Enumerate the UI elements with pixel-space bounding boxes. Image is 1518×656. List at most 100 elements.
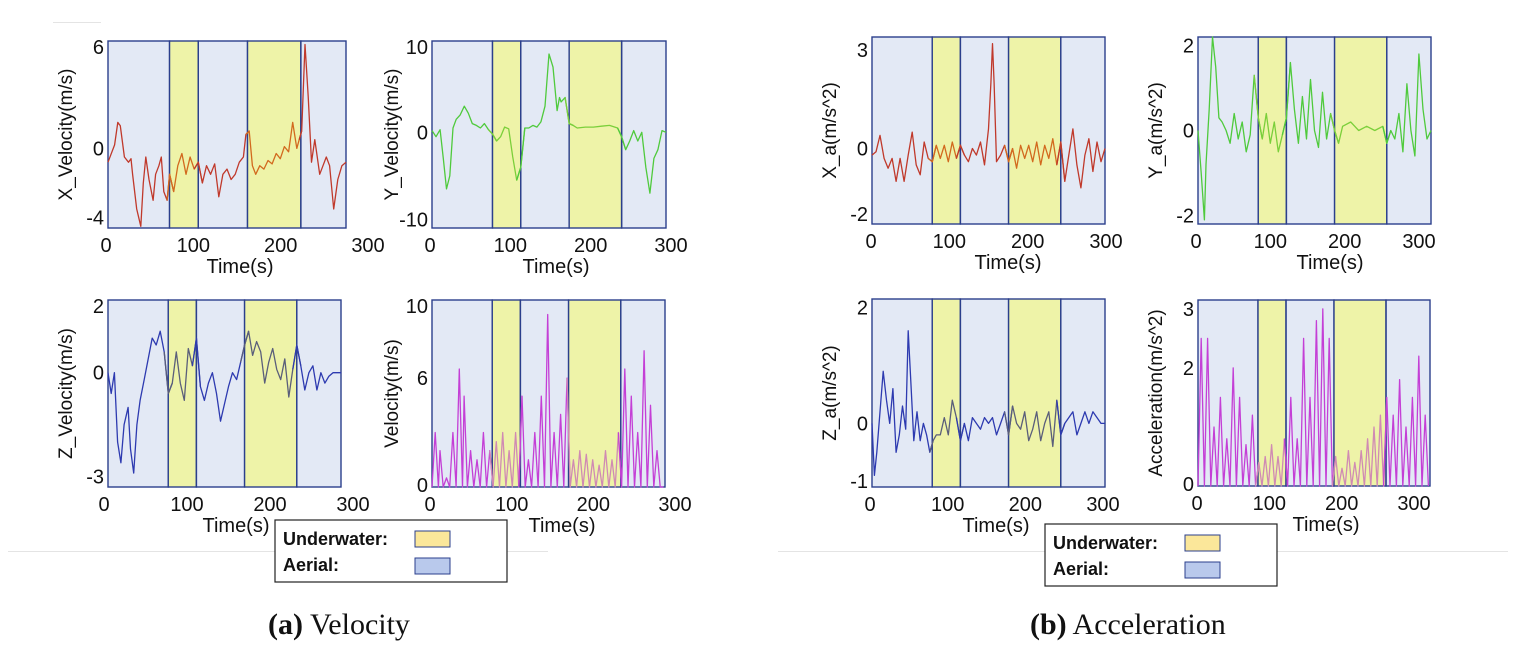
series-line-x_velocity <box>193 130 250 198</box>
series-line-x_velocity <box>298 43 347 210</box>
x-tick-label: 0 <box>1190 231 1201 253</box>
y-tick-label: 10 <box>406 296 428 318</box>
underwater-phase-band <box>1008 37 1061 224</box>
chart-zv: 0 100 200 300 2 0 -3 Time(s) Z_Velocity(m/s) <box>56 296 370 537</box>
legend-velocity: Underwater: Aerial: <box>274 519 508 583</box>
series-line-x_velocity <box>245 121 303 175</box>
legend-underwater-swatch <box>414 530 451 548</box>
x-tick-label: 100 <box>177 235 210 257</box>
series-line-x_a <box>1056 128 1106 189</box>
plot-background <box>432 41 666 228</box>
legend-aerial-swatch <box>1184 561 1221 579</box>
x-axis-label: Time(s) <box>522 256 589 278</box>
y-tick-label: 0 <box>93 363 104 385</box>
x-tick-label: 300 <box>658 494 691 516</box>
x-tick-label: 300 <box>1402 231 1435 253</box>
x-tick-label: 0 <box>98 494 109 516</box>
caption-acceleration-label: (b) <box>1030 608 1067 641</box>
series-line-velocity <box>489 396 523 488</box>
x-tick-label: 200 <box>574 235 607 257</box>
phase-frame <box>1385 299 1431 487</box>
x-tick-label: 200 <box>1328 231 1361 253</box>
series-line-z_a <box>871 330 934 477</box>
underwater-phase-band <box>932 37 961 224</box>
x-axis-label: Time(s) <box>202 515 269 537</box>
series-line-acceleration <box>1283 308 1337 487</box>
legend-underwater-label: Underwater: <box>283 529 388 549</box>
caption-acceleration-text: Acceleration <box>1072 608 1226 641</box>
phase-frame <box>296 299 342 488</box>
series-line-z_a <box>1056 400 1105 436</box>
underwater-phase-band <box>492 41 521 228</box>
x-tick-label: 0 <box>864 494 875 516</box>
y-tick-label: 2 <box>857 298 868 320</box>
x-tick-label: 300 <box>1397 493 1430 515</box>
caption-velocity: (a) Velocity <box>268 608 410 642</box>
series-line-acceleration <box>1197 337 1260 487</box>
series-line-x_a <box>1003 138 1066 182</box>
chart-v: 0 100 200 300 10 6 0 Time(s) Velocity(m/s) <box>382 296 692 537</box>
divider-top <box>53 22 101 23</box>
y-tick-label: 3 <box>857 40 868 62</box>
y-axis-label: Velocity(m/s) <box>382 339 403 448</box>
x-axis-label: Time(s) <box>206 256 273 278</box>
underwater-phase-band <box>569 41 622 228</box>
x-tick-label: 100 <box>170 494 203 516</box>
y-tick-label: -1 <box>850 471 868 493</box>
x-axis-label: Time(s) <box>528 515 595 537</box>
y-axis-label: Acceleration(m/s^2) <box>1146 309 1167 476</box>
y-tick-label: -4 <box>86 208 104 230</box>
legend-underwater-swatch <box>1184 534 1221 552</box>
y-tick-label: 0 <box>1183 474 1194 496</box>
series-line-z_velocity <box>191 331 250 422</box>
phase-frame <box>620 40 667 229</box>
series-line-z_a <box>1003 399 1066 448</box>
x-tick-label: 300 <box>654 235 687 257</box>
series-line-z_a <box>955 405 1014 442</box>
series-line-z_velocity <box>292 344 341 391</box>
x-tick-label: 100 <box>495 494 528 516</box>
legend-box <box>274 519 508 583</box>
y-tick-label: 2 <box>1183 358 1194 380</box>
x-tick-label: 100 <box>494 235 527 257</box>
underwater-phase-band <box>1334 37 1387 224</box>
series-line-y_a <box>1197 36 1263 221</box>
series-line-velocity <box>566 378 623 488</box>
x-axis-label: Time(s) <box>1292 514 1359 536</box>
underwater-phase-band <box>492 300 521 487</box>
x-tick-label: 200 <box>1325 493 1358 515</box>
series-line-x_a <box>871 131 937 183</box>
chart-xa: 0 100 200 300 3 0 -2 Time(s) X_a(m/s^2) <box>820 36 1123 274</box>
x-tick-label: 300 <box>336 494 369 516</box>
series-line-velocity <box>518 313 571 488</box>
x-tick-label: 100 <box>933 231 966 253</box>
series-line-z_velocity <box>107 330 173 474</box>
chart-ya: 0 100 200 300 2 0 -2 Time(s) Y_a(m/s^2) <box>1146 36 1436 275</box>
plot-background <box>108 300 341 487</box>
x-tick-label: 100 <box>1254 231 1287 253</box>
underwater-phase-band <box>932 299 961 487</box>
underwater-phase-band <box>568 300 621 487</box>
phase-frame <box>1060 298 1106 488</box>
y-axis-label: Y_Velocity(m/s) <box>382 69 403 201</box>
y-tick-label: 0 <box>417 475 428 497</box>
x-tick-label: 0 <box>100 235 111 257</box>
y-axis-label: Y_a(m/s^2) <box>1146 82 1167 179</box>
y-tick-label: 6 <box>417 368 428 390</box>
x-tick-label: 200 <box>264 235 297 257</box>
y-tick-label: 0 <box>857 139 868 161</box>
x-tick-label: 200 <box>1011 231 1044 253</box>
y-tick-label: -2 <box>850 204 868 226</box>
x-axis-label: Time(s) <box>974 252 1041 274</box>
legend-aerial-label: Aerial: <box>1053 559 1109 579</box>
x-tick-label: 300 <box>1089 231 1122 253</box>
series-line-velocity <box>617 350 664 488</box>
y-tick-label: 0 <box>417 122 428 144</box>
x-tick-label: 300 <box>351 235 384 257</box>
caption-velocity-text: Velocity <box>309 608 410 641</box>
underwater-phase-band <box>1008 299 1061 487</box>
x-tick-label: 0 <box>1191 493 1202 515</box>
series-line-x_velocity <box>107 121 175 227</box>
series-line-y_velocity <box>431 105 498 190</box>
